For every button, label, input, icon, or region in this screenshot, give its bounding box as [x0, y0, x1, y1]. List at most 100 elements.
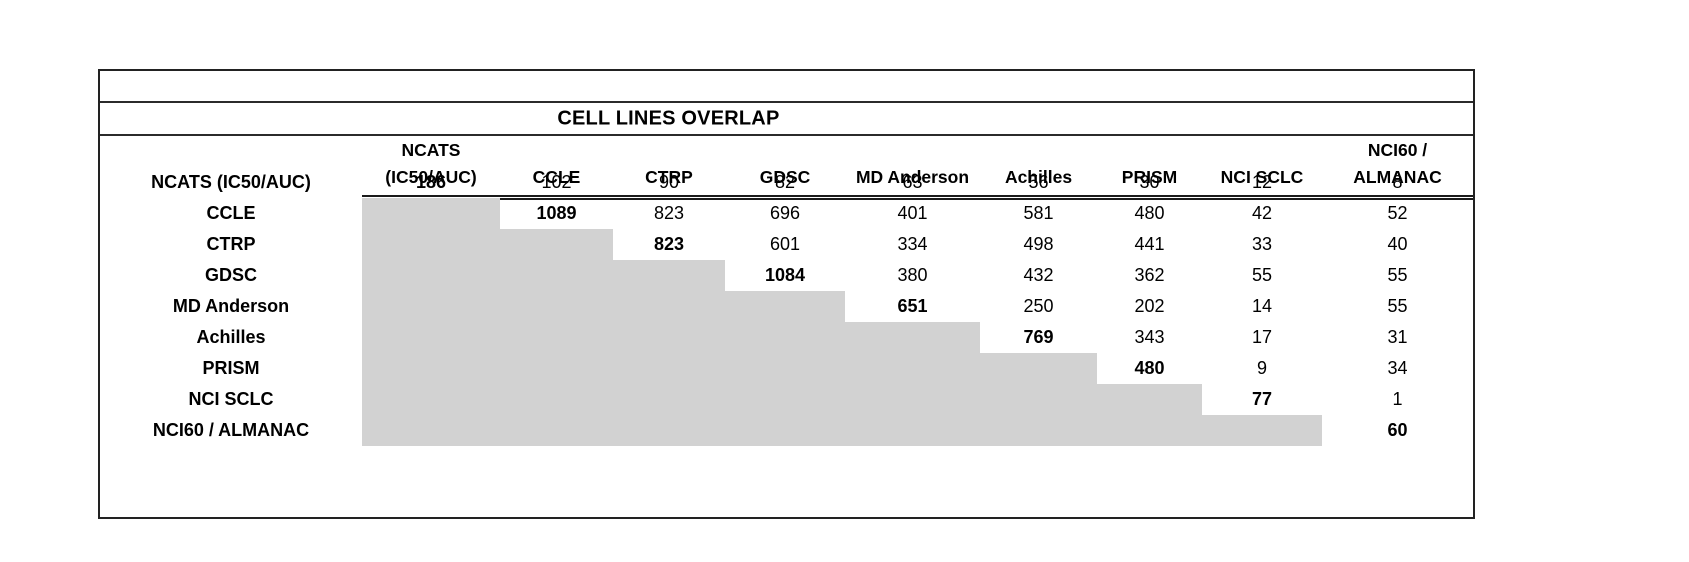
- shaded-cell: [1097, 415, 1202, 446]
- shaded-cell: [362, 229, 500, 260]
- row-header-nci-sclc: NCI SCLC: [188, 389, 274, 409]
- overlap-value-cell: 33: [1251, 234, 1273, 254]
- overlap-value-cell: 343: [1134, 327, 1165, 347]
- overlap-value-cell: 8: [1392, 172, 1403, 192]
- overlap-value-cell: 102: [541, 172, 572, 192]
- column-header-nci-sclc: NCI SCLC: [1202, 136, 1322, 200]
- overlap-value-cell: 77: [1251, 389, 1273, 409]
- overlap-value-cell: 55: [1387, 265, 1408, 285]
- shaded-cell: [613, 260, 725, 291]
- row-header-gdsc: GDSC: [204, 265, 257, 285]
- overlap-value-cell: 90: [658, 172, 680, 192]
- shaded-cell: [613, 353, 725, 384]
- row-header-achilles: Achilles: [196, 327, 266, 347]
- shaded-cell: [500, 415, 613, 446]
- shaded-cell: [362, 322, 500, 353]
- overlap-value-cell: 696: [769, 203, 801, 223]
- shaded-cell: [500, 384, 613, 415]
- overlap-value-cell: 1084: [764, 265, 806, 285]
- row-header-nci60-almanac: NCI60 / ALMANAC: [152, 420, 310, 440]
- overlap-value-cell: 31: [1387, 327, 1408, 347]
- table-empty-top-row: [100, 71, 1473, 103]
- overlap-value-cell: 12: [1251, 172, 1273, 192]
- shaded-cell: [725, 353, 845, 384]
- overlap-value-cell: 56: [1028, 172, 1049, 192]
- overlap-value-cell: 498: [1023, 234, 1054, 254]
- overlap-value-cell: 1089: [536, 203, 577, 223]
- overlap-value-cell: 432: [1023, 265, 1054, 285]
- overlap-value-cell: 480: [1134, 203, 1165, 223]
- shaded-cell: [362, 291, 500, 322]
- overlap-value-cell: 30: [1139, 172, 1160, 192]
- overlap-value-cell: 380: [897, 265, 928, 285]
- overlap-value-cell: 769: [1023, 327, 1054, 347]
- shaded-cell: [613, 322, 725, 353]
- overlap-value-cell: 651: [897, 296, 928, 316]
- overlap-value-cell: 186: [415, 172, 447, 192]
- overlap-value-cell: 250: [1023, 296, 1054, 316]
- overlap-value-cell: 202: [1134, 296, 1165, 316]
- shaded-cell: [1202, 415, 1322, 446]
- column-header-ncats-ic50-auc: NCATS (IC50/AUC): [362, 136, 500, 200]
- table-empty-bottom-area: [100, 446, 1473, 517]
- shaded-cell: [980, 415, 1097, 446]
- shaded-cell: [845, 353, 980, 384]
- overlap-value-cell: 82: [774, 172, 796, 192]
- shaded-cell: [613, 415, 725, 446]
- shaded-cell: [500, 353, 613, 384]
- overlap-value-cell: 401: [897, 203, 928, 223]
- overlap-value-cell: 34: [1387, 358, 1408, 378]
- shaded-cell: [362, 384, 500, 415]
- column-header-achilles: Achilles: [980, 136, 1097, 200]
- shaded-cell: [845, 322, 980, 353]
- column-header-gdsc: GDSC: [725, 136, 845, 200]
- shaded-cell: [725, 322, 845, 353]
- overlap-value-cell: 823: [653, 203, 685, 223]
- shaded-cell: [1097, 384, 1202, 415]
- shaded-cell: [500, 322, 613, 353]
- overlap-value-cell: 40: [1387, 234, 1408, 254]
- table-title-row: CELL LINES OVERLAP: [100, 103, 1473, 136]
- shaded-cell: [613, 291, 725, 322]
- overlap-value-cell: 480: [1134, 358, 1165, 378]
- overlap-value-cell: 55: [1387, 296, 1408, 316]
- overlap-value-cell: 55: [1251, 265, 1273, 285]
- column-header-md-anderson: MD Anderson: [845, 136, 980, 200]
- shaded-cell: [845, 384, 980, 415]
- overlap-value-cell: 42: [1251, 203, 1273, 223]
- overlap-value-cell: 601: [769, 234, 801, 254]
- overlap-value-cell: 60: [1387, 420, 1408, 440]
- overlap-value-cell: 17: [1251, 327, 1273, 347]
- shaded-cell: [725, 384, 845, 415]
- overlap-value-cell: 52: [1387, 203, 1408, 223]
- shaded-cell: [725, 291, 845, 322]
- shaded-cell: [500, 260, 613, 291]
- shaded-cell: [362, 260, 500, 291]
- overlap-value-cell: 9: [1256, 358, 1267, 378]
- overlap-value-cell: 823: [653, 234, 685, 254]
- row-header-md-anderson: MD Anderson: [172, 296, 290, 316]
- shaded-cell: [362, 353, 500, 384]
- shaded-cell: [845, 415, 980, 446]
- overlap-value-cell: 63: [902, 172, 923, 192]
- column-header-prism: PRISM: [1097, 136, 1202, 200]
- shaded-cell: [500, 229, 613, 260]
- column-header-ctrp: CTRP: [613, 136, 725, 200]
- shaded-cell: [362, 415, 500, 446]
- table-title: CELL LINES OVERLAP: [557, 107, 780, 129]
- column-header-ccle: CCLE: [500, 136, 613, 200]
- overlap-value-cell: 581: [1023, 203, 1054, 223]
- cell-lines-overlap-table: CELL LINES OVERLAP NCATS (IC50/AUC) CCLE C…: [98, 69, 1475, 519]
- overlap-value-cell: 441: [1134, 234, 1165, 254]
- shaded-cell: [362, 198, 500, 229]
- shaded-cell: [980, 353, 1097, 384]
- column-header-nci60-almanac: NCI60 / ALMANAC: [1322, 136, 1473, 200]
- shaded-cell: [500, 291, 613, 322]
- overlap-value-cell: 362: [1134, 265, 1165, 285]
- row-header-ctrp: CTRP: [206, 234, 256, 254]
- row-header-ccle: CCLE: [206, 203, 256, 223]
- shaded-cell: [613, 384, 725, 415]
- matrix-grid: NCATS (IC50/AUC) CCLE CTRP GDSC MD Anderson A…: [100, 136, 1473, 446]
- shaded-cell: [980, 384, 1097, 415]
